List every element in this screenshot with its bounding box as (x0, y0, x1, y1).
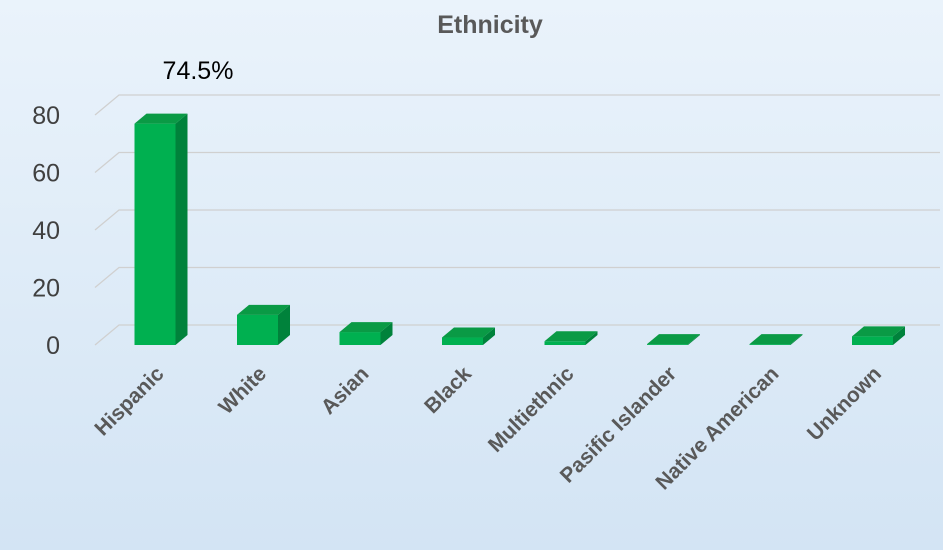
gridline (94, 94, 940, 116)
bar-native-american (749, 334, 803, 345)
x-tick-label: Unknown (803, 362, 886, 445)
x-tick-label: Asian (317, 362, 374, 419)
gridline (94, 209, 940, 231)
bar-front (647, 344, 688, 345)
bar-front (339, 332, 381, 345)
bar-side (688, 334, 700, 345)
bar-top (134, 113, 188, 124)
bar-asian (339, 322, 393, 345)
bar-side (790, 334, 803, 345)
bar-pasific-islander (647, 334, 700, 345)
bars (134, 113, 905, 345)
bar-front (442, 337, 483, 345)
bar-top (237, 304, 290, 315)
bar-side (175, 113, 188, 345)
bar-black (442, 327, 495, 345)
gridline (94, 151, 940, 173)
y-tick-label: 40 (32, 217, 60, 245)
bar-front (852, 336, 893, 345)
bar-top (852, 326, 905, 337)
gridline (94, 324, 940, 346)
bar-side (380, 322, 393, 345)
bar-top (442, 327, 495, 338)
x-axis-ticks: Hispanic White Asian Black MultiethnicPasifi… (90, 362, 886, 494)
bar-side (585, 331, 598, 345)
data-label: 74.5% (163, 57, 234, 85)
bar-multiethnic (544, 331, 598, 345)
bar-hispanic (134, 113, 188, 345)
bar-front (237, 314, 278, 345)
y-tick-label: 80 (32, 102, 60, 130)
bar-front (134, 123, 176, 345)
bar-front (749, 344, 791, 345)
data-labels: 74.5% (163, 57, 234, 85)
bar-front (544, 341, 586, 345)
bar-top (749, 334, 803, 345)
x-tick-label: Multiethnic (484, 362, 579, 457)
y-tick-label: 20 (32, 275, 60, 303)
y-tick-label: 60 (32, 160, 60, 188)
x-tick-label: Black (420, 362, 476, 418)
bar-top (544, 331, 598, 342)
x-tick-label: Hispanic (90, 362, 168, 440)
bar-white (237, 304, 290, 345)
bar-side (483, 327, 495, 345)
bar-top (339, 322, 393, 333)
y-axis-ticks: 0 20 40 60 80 (32, 102, 60, 360)
x-tick-label: White (214, 362, 271, 419)
bar-side (278, 304, 290, 345)
bar-top (647, 334, 700, 345)
chart-title: Ethnicity (437, 11, 543, 39)
bar-side (893, 326, 905, 345)
gridline (94, 266, 940, 288)
gridlines (94, 94, 940, 346)
bar-unknown (852, 326, 905, 345)
y-tick-label: 0 (46, 332, 60, 360)
